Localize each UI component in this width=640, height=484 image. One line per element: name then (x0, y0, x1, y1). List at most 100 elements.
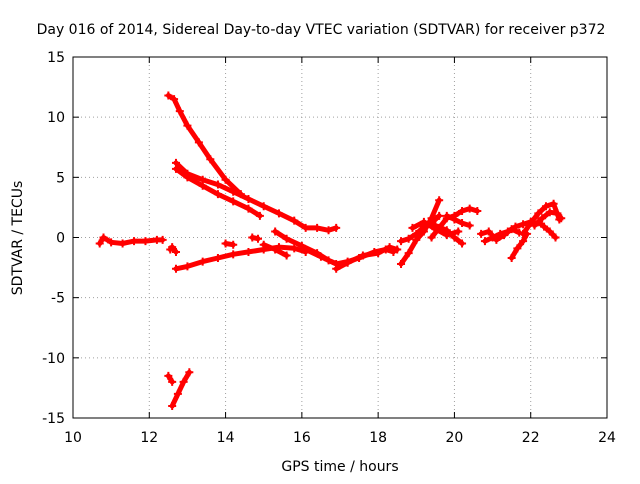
data-point (374, 249, 383, 258)
data-point (540, 222, 549, 231)
data-point (480, 237, 489, 246)
data-point (99, 233, 108, 242)
data-point (229, 250, 238, 259)
data-point (545, 227, 554, 236)
data-point (465, 221, 474, 230)
series-arc-5 (171, 164, 264, 220)
data-layer (95, 91, 566, 410)
data-point (442, 226, 451, 235)
series-arc-2 (166, 243, 180, 256)
y-tick-label: -10 (42, 351, 65, 367)
data-point (213, 190, 222, 199)
y-tick-label: 5 (56, 170, 65, 186)
data-point (458, 219, 467, 228)
data-point (507, 253, 516, 262)
data-point (393, 245, 402, 254)
data-point (534, 217, 543, 226)
data-point (301, 245, 310, 254)
series-arc-21 (507, 229, 531, 262)
data-point (513, 244, 522, 253)
data-point (458, 207, 467, 216)
data-point (419, 217, 428, 226)
data-point (454, 227, 463, 236)
data-point (534, 209, 543, 218)
data-point (316, 252, 325, 261)
series-arc-26 (168, 368, 194, 410)
data-point (244, 194, 253, 203)
x-tick-label: 10 (64, 430, 82, 446)
tick-layer: 10 12 14 16 18 20 22 24 -15 -10 -5 0 5 10 15 (42, 50, 616, 446)
data-point (173, 389, 182, 398)
data-point (229, 197, 238, 206)
data-point (206, 155, 215, 164)
data-point (488, 233, 497, 242)
data-point (397, 237, 406, 246)
data-point (358, 251, 367, 260)
data-point (194, 138, 203, 147)
data-point (473, 207, 482, 216)
x-axis-label: GPS time / hours (281, 459, 398, 475)
data-point (259, 240, 268, 249)
series-arc-3 (164, 91, 245, 199)
data-point (158, 235, 167, 244)
data-point (519, 237, 528, 246)
data-point (107, 238, 116, 247)
series-arc-12 (332, 243, 402, 273)
data-point (271, 245, 280, 254)
series-trace (398, 197, 442, 267)
data-point (332, 223, 341, 232)
data-point (465, 204, 474, 213)
series-arc-1 (95, 233, 167, 248)
data-point (168, 377, 177, 386)
data-point (248, 233, 257, 242)
x-tick-label: 12 (140, 430, 158, 446)
data-point (141, 237, 150, 246)
series-trace (333, 244, 400, 272)
data-point (442, 211, 451, 220)
data-point (404, 249, 413, 258)
data-point (282, 234, 291, 243)
data-point (435, 211, 444, 220)
series-trace (444, 213, 473, 228)
data-point (431, 221, 440, 230)
data-point (557, 214, 566, 223)
data-point (313, 223, 322, 232)
data-point (458, 239, 467, 248)
data-point (541, 202, 550, 211)
chart-title: Day 016 of 2014, Sidereal Day-to-day VTE… (37, 22, 606, 38)
data-point (244, 204, 253, 213)
data-point (168, 401, 177, 410)
series-arc-8 (221, 239, 238, 249)
data-point (95, 239, 104, 248)
data-point (118, 239, 127, 248)
data-point (551, 233, 560, 242)
data-point (549, 199, 558, 208)
series-arc-10 (259, 240, 291, 260)
data-point (164, 91, 173, 100)
data-point (450, 233, 459, 242)
series-trace (432, 223, 465, 246)
series-arc-24 (534, 217, 560, 242)
data-point (545, 208, 554, 217)
y-tick-label: 10 (47, 110, 65, 126)
data-point (324, 226, 333, 235)
series-trace (173, 244, 309, 272)
data-point (259, 202, 268, 211)
data-point (175, 107, 184, 116)
data-point (404, 234, 413, 243)
data-point (271, 227, 280, 236)
data-point (408, 223, 417, 232)
series-trace (173, 160, 339, 233)
series-arc-25 (164, 371, 177, 386)
data-point (198, 257, 207, 266)
x-tick-label: 18 (369, 430, 387, 446)
y-tick-label: 0 (56, 231, 65, 247)
x-tick-label: 24 (598, 430, 616, 446)
data-point (343, 258, 352, 267)
data-point (290, 216, 299, 225)
data-point (213, 253, 222, 262)
data-point (511, 222, 520, 231)
data-point (171, 247, 180, 256)
data-point (519, 220, 528, 229)
series-arc-14 (397, 211, 444, 246)
